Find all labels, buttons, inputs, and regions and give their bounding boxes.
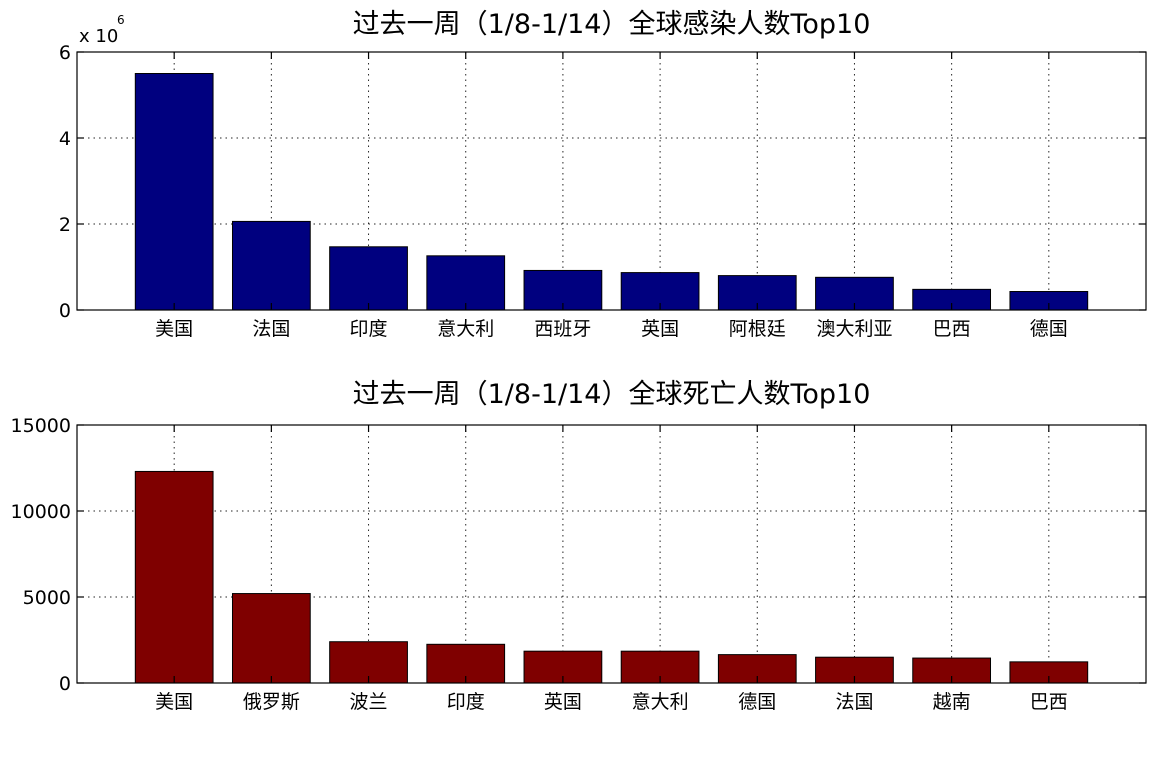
infections-y-exponent-base: x 10	[79, 26, 118, 47]
deaths-chart: 过去一周（1/8-1/14）全球死亡人数Top10 0 5000 10000 15000…	[11, 379, 1147, 713]
infections-bar-3	[329, 246, 408, 311]
deaths-category-label: 印度	[447, 691, 485, 713]
infections-ytick-label: 4	[59, 128, 71, 150]
infections-chart: 过去一周（1/8-1/14）全球感染人数Top10 0 2 4 6 美国 法国 印度 意大利 西班…	[59, 9, 1147, 340]
infections-ytick-label: 2	[59, 214, 71, 236]
deaths-category-label: 巴西	[1030, 691, 1068, 713]
deaths-ytick-label: 5000	[23, 587, 71, 609]
infections-bar-1	[134, 73, 214, 311]
deaths-axes-frame	[76, 424, 1147, 684]
infections-category-label: 法国	[252, 318, 290, 340]
deaths-category-label: 英国	[544, 691, 582, 713]
infections-category-label: 英国	[641, 318, 679, 340]
infections-axes-frame	[76, 51, 1147, 311]
infections-category-label: 澳大利亚	[816, 318, 892, 340]
infections-category-label: 阿根廷	[729, 318, 786, 340]
infections-category-label: 德国	[1030, 318, 1068, 340]
infections-ytick-label: 0	[59, 300, 71, 322]
deaths-category-label: 俄罗斯	[243, 691, 300, 713]
deaths-category-label: 德国	[738, 691, 776, 713]
infections-bar-2	[231, 220, 311, 311]
deaths-category-label: 意大利	[632, 691, 689, 713]
deaths-category-label: 越南	[933, 691, 971, 713]
infections-y-exponent-power: 6	[117, 13, 125, 27]
deaths-category-label: 波兰	[350, 691, 388, 713]
deaths-bar-2	[231, 593, 311, 684]
infections-category-label: 美国	[155, 318, 193, 340]
deaths-category-label: 美国	[155, 691, 193, 713]
deaths-category-label: 法国	[835, 691, 873, 713]
deaths-ytick-label: 15000	[11, 415, 71, 437]
infections-category-label: 意大利	[437, 318, 494, 340]
deaths-ytick-label: 0	[59, 673, 71, 695]
infections-category-label: 西班牙	[534, 318, 591, 340]
deaths-ytick-label: 10000	[11, 501, 71, 523]
infections-category-label: 巴西	[933, 318, 971, 340]
infections-ytick-label: 6	[59, 42, 71, 64]
infections-chart-title: 过去一周（1/8-1/14）全球感染人数Top10	[353, 9, 871, 40]
deaths-bar-1	[134, 470, 214, 684]
deaths-chart-title: 过去一周（1/8-1/14）全球死亡人数Top10	[353, 379, 871, 410]
infections-category-label: 印度	[350, 318, 388, 340]
infections-bar-4	[426, 255, 506, 311]
